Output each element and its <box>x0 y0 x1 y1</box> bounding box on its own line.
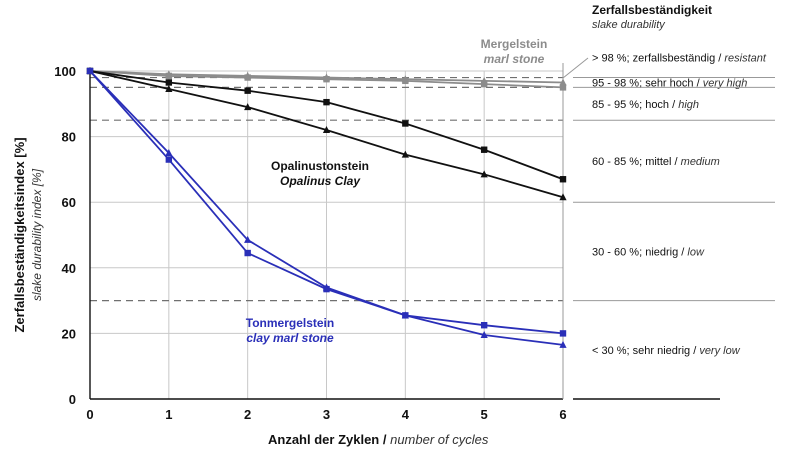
x-axis-title-de: Anzahl der Zyklen <box>268 432 379 447</box>
class-label: 85 - 95 %; hoch / high <box>592 99 699 111</box>
class-label-en: very high <box>703 77 748 89</box>
x-tick-label: 1 <box>165 407 172 422</box>
point-square <box>165 156 173 163</box>
class-label-separator: / <box>678 246 687 258</box>
class-label-en: very low <box>699 345 740 357</box>
y-tick-label: 80 <box>62 130 76 145</box>
y-tick-label: 60 <box>62 195 76 210</box>
x-tick-label: 4 <box>402 407 410 422</box>
point-square <box>559 176 567 183</box>
point-triangle <box>480 331 488 339</box>
class-label-separator: / <box>694 77 703 89</box>
series <box>86 67 567 348</box>
y-tick-label: 20 <box>62 326 76 341</box>
class-label: 30 - 60 %; niedrig / low <box>592 246 705 258</box>
point-triangle <box>322 126 331 134</box>
class-label: < 30 %; sehr niedrig / very low <box>592 345 741 357</box>
classification-panel: > 98 %; zerfallsbeständig / resistant 95 … <box>562 3 775 400</box>
y-axis-title-de: Zerfallsbeständigkeitsindex [%] <box>12 137 27 332</box>
point-square <box>323 98 330 106</box>
point-square <box>559 84 567 91</box>
point-triangle <box>401 311 409 319</box>
point-triangle <box>165 149 173 156</box>
class-label-de: 30 - 60 %; niedrig <box>592 246 678 258</box>
class-label-de: 95 - 98 %; sehr hoch <box>592 77 694 89</box>
point-square <box>402 120 409 127</box>
y-tick-label: 0 <box>69 392 76 407</box>
annotation-clay-de: Tonmergelstein <box>246 316 334 330</box>
class-label-separator: / <box>715 52 724 64</box>
class-label-en: high <box>678 99 699 111</box>
classification-title-de: Zerfallsbeständigkeit <box>592 3 712 17</box>
class-label-separator: / <box>690 345 699 357</box>
x-axis-title-en: number of cycles <box>390 432 489 447</box>
annotation-clay-en: clay marl stone <box>246 331 334 345</box>
class-label: > 98 %; zerfallsbeständig / resistant <box>592 52 767 64</box>
x-tick-label: 6 <box>559 407 566 422</box>
resistant-pointer <box>562 57 589 79</box>
class-label-separator: / <box>671 156 680 168</box>
point-triangle <box>401 75 409 83</box>
class-label-separator: / <box>669 99 678 111</box>
x-axis-title-sep: / <box>379 432 390 447</box>
annotation-opalinus-en: Opalinus Clay <box>280 174 361 188</box>
point-triangle <box>559 340 567 348</box>
x-tick-label: 3 <box>323 407 330 422</box>
point-triangle <box>244 235 252 243</box>
point-triangle <box>559 78 567 86</box>
annotation-marl-en: marl stone <box>484 52 545 66</box>
y-tick-label: 40 <box>62 261 76 276</box>
point-square <box>165 79 173 86</box>
class-label: 95 - 98 %; sehr hoch / very high <box>592 77 747 89</box>
x-tick-label: 2 <box>244 407 251 422</box>
annotation-marl-de: Mergelstein <box>481 37 548 51</box>
y-tick-label: 100 <box>54 64 76 79</box>
point-triangle <box>165 85 173 93</box>
point-triangle <box>322 283 331 291</box>
point-triangle <box>480 170 488 178</box>
class-label: 60 - 85 %; mittel / medium <box>592 156 720 168</box>
classification-title-en: slake durability <box>592 19 666 31</box>
class-label-de: 60 - 85 %; mittel <box>592 156 671 168</box>
point-triangle <box>322 73 331 81</box>
y-axis-title-en: slake durability index [%] <box>30 168 44 301</box>
class-label-en: resistant <box>724 52 767 64</box>
point-triangle <box>244 71 252 79</box>
point-triangle <box>165 70 173 78</box>
class-label-en: low <box>687 246 705 258</box>
point-square <box>480 322 488 329</box>
point-triangle <box>401 150 409 158</box>
point-square <box>244 87 251 94</box>
class-label-de: > 98 %; zerfallsbeständig <box>592 52 715 64</box>
point-square <box>244 249 251 257</box>
x-axis-title: Anzahl der Zyklen / number of cycles <box>268 432 489 447</box>
point-triangle <box>559 193 567 201</box>
annotation-opalinus-de: Opalinustonstein <box>271 159 369 173</box>
point-triangle <box>480 76 488 84</box>
point-triangle <box>244 103 252 111</box>
point-square <box>559 330 567 337</box>
point-triangle <box>86 67 94 74</box>
x-tick-label: 0 <box>86 407 93 422</box>
point-square <box>480 80 488 88</box>
class-label-de: < 30 %; sehr niedrig <box>592 345 690 357</box>
x-tick-label: 5 <box>481 407 488 422</box>
class-label-de: 85 - 95 %; hoch <box>592 99 669 111</box>
class-label-en: medium <box>681 156 720 168</box>
point-square <box>480 146 488 153</box>
